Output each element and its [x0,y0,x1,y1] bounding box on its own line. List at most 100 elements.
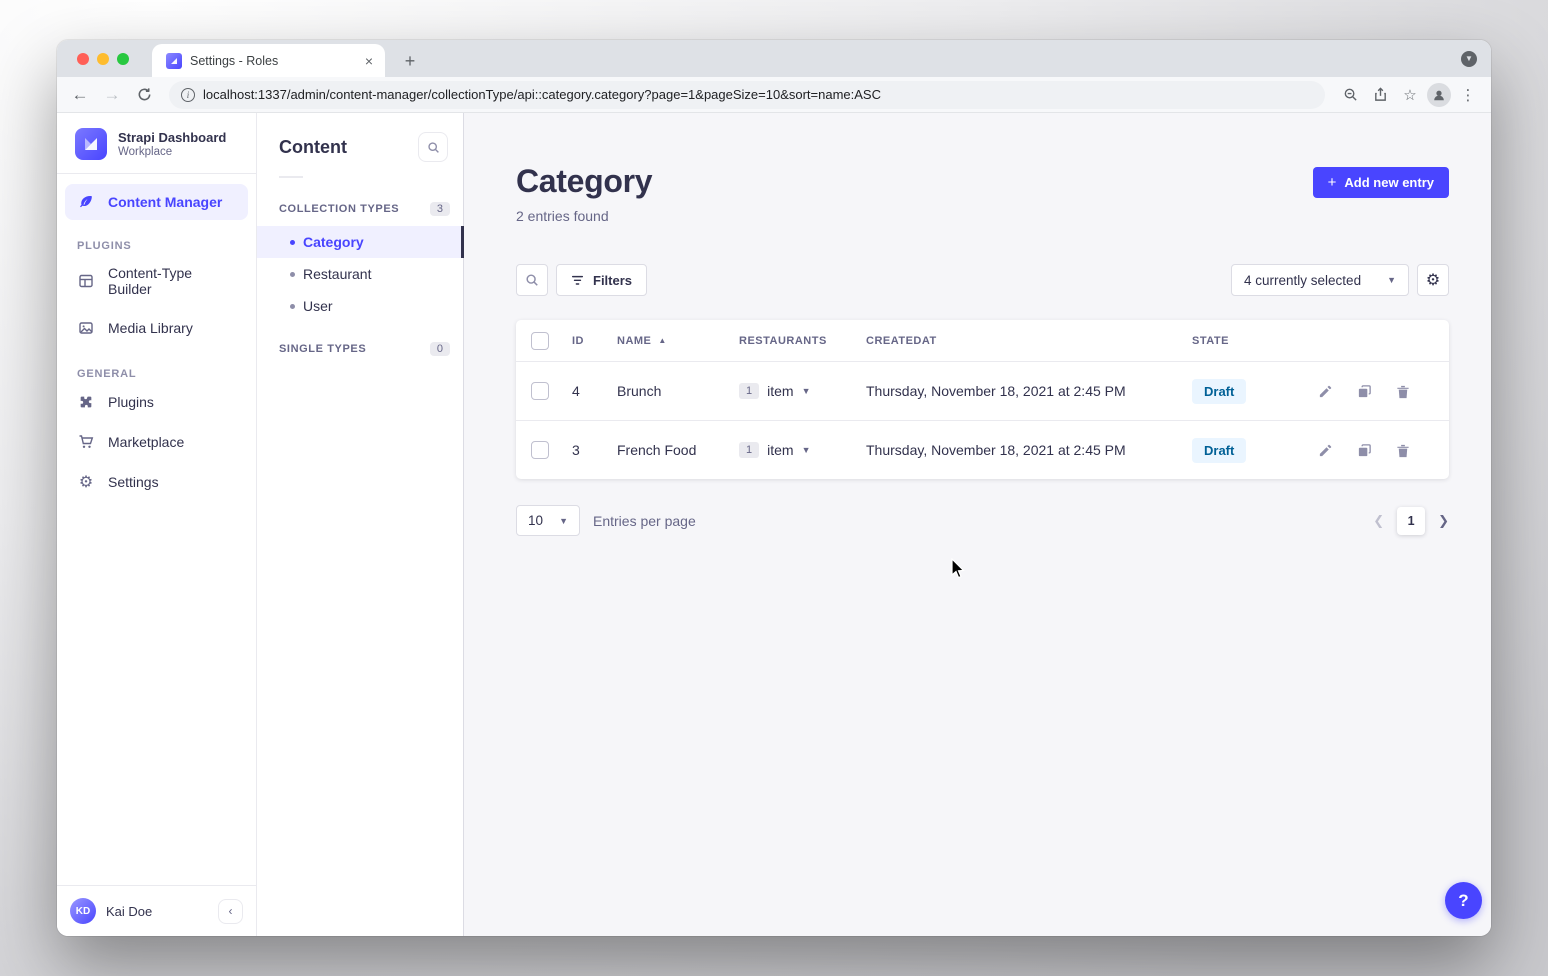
table-row[interactable]: 3 French Food 1 item ▼ Thursday, Novembe… [516,420,1449,479]
close-window-button[interactable] [77,53,89,65]
browser-tab[interactable]: Settings - Roles × [152,44,385,77]
row-checkbox[interactable] [531,441,549,459]
tab-strip: Settings - Roles × + ▼ [57,40,1491,77]
sidebar-item-settings[interactable]: ⚙ Settings [57,462,256,502]
duplicate-button[interactable] [1356,383,1372,399]
table-actions-row: Filters 4 currently selected ▼ ⚙ [516,264,1449,296]
filters-label: Filters [593,272,633,288]
divider [279,176,303,178]
table-row[interactable]: 4 Brunch 1 item ▼ Thursday, November 18,… [516,361,1449,420]
subnav-item-restaurant[interactable]: Restaurant [257,258,463,290]
caret-down-icon: ▼ [1465,54,1473,63]
forward-button[interactable]: → [103,84,121,104]
duplicate-icon [1358,443,1371,456]
sidebar-item-marketplace[interactable]: Marketplace [57,422,256,462]
subnav-header: Content [257,132,463,162]
subnav-item-category[interactable]: Category [257,226,464,258]
sidebar-section-plugins: PLUGINS [77,240,132,252]
sidebar-item-label: Plugins [108,394,154,410]
collection-types-group: COLLECTION TYPES 3 [257,192,463,226]
page-title: Category [516,163,653,199]
toolbar-actions: ☆ ⋮ [1337,82,1481,108]
reload-button[interactable] [131,82,157,108]
user-avatar[interactable]: KD [70,898,96,924]
subnav-item-user[interactable]: User [257,290,463,322]
column-header-restaurants[interactable]: RESTAURANTS [739,334,827,347]
column-header-name-label: NAME [617,334,652,347]
tab-search-button[interactable]: ▼ [1461,51,1477,67]
subnav-search-button[interactable] [418,132,448,162]
table-header-row: ID NAME ▲ RESTAURANTS CREATEDAT STATE [516,320,1449,361]
maximize-window-button[interactable] [117,53,129,65]
fields-selected-dropdown[interactable]: 4 currently selected ▼ [1231,264,1409,296]
next-page-button[interactable]: ❯ [1438,512,1449,528]
gear-icon: ⚙ [1425,272,1441,289]
brand-title: Strapi Dashboard [118,129,227,145]
zoom-out-icon[interactable] [1337,82,1363,108]
previous-page-button[interactable]: ❮ [1373,512,1385,528]
subnav-item-label: Restaurant [303,266,372,282]
new-tab-button[interactable]: + [404,50,416,71]
caret-down-icon: ▼ [801,445,811,455]
table-settings-button[interactable]: ⚙ [1417,264,1449,296]
column-header-createdat[interactable]: CREATEDAT [866,334,937,347]
cell-restaurants[interactable]: 1 item ▼ [739,383,866,399]
cell-restaurants[interactable]: 1 item ▼ [739,442,866,458]
state-badge: Draft [1192,437,1247,463]
pagination-row: 10 ▼ Entries per page ❮ 1 ❯ [516,505,1449,536]
browser-profile-button[interactable] [1427,82,1451,107]
browser-toolbar: ← → i localhost:1337/admin/content-manag… [57,77,1491,113]
puzzle-icon [77,393,95,411]
relation-count-badge: 1 [739,442,760,458]
strapi-favicon-icon [166,52,182,69]
page-number[interactable]: 1 [1397,506,1426,535]
page-size-value: 10 [528,513,544,528]
back-button[interactable]: ← [71,84,89,104]
sidebar-item-content-type-builder[interactable]: Content-Type Builder [57,254,256,308]
brand[interactable]: Strapi Dashboard Workplace [57,113,256,173]
entries-per-page-label: Entries per page [593,512,696,529]
tab-close-icon[interactable]: × [364,52,373,69]
page-size-dropdown[interactable]: 10 ▼ [516,505,580,536]
bullet-icon [290,272,295,277]
sidebar-item-media-library[interactable]: Media Library [57,308,256,348]
entries-table: ID NAME ▲ RESTAURANTS CREATEDAT STATE 4 … [516,320,1449,479]
column-header-name[interactable]: NAME ▲ [617,335,739,347]
main-sidebar: Strapi Dashboard Workplace Content Manag… [57,113,257,936]
search-button[interactable] [516,264,548,296]
edit-button[interactable] [1317,442,1333,458]
subnav-item-label: Category [303,234,364,250]
sidebar-item-plugins[interactable]: Plugins [57,382,256,422]
pager: ❮ 1 ❯ [1373,506,1449,535]
filters-button[interactable]: Filters [556,264,648,296]
column-header-state[interactable]: STATE [1192,334,1229,347]
main-content: Category 2 entries found + Add new entry… [464,113,1491,936]
sidebar-item-label: Marketplace [108,434,185,450]
relation-label: item [767,442,794,458]
site-info-icon[interactable]: i [181,87,195,102]
layout-grid-icon [77,272,95,290]
group-label: SINGLE TYPES [279,343,367,355]
sidebar-item-content-manager[interactable]: Content Manager [65,184,248,220]
strapi-logo-icon [75,128,107,160]
add-new-entry-button[interactable]: + Add new entry [1312,167,1449,198]
bookmark-star-icon[interactable]: ☆ [1403,86,1417,104]
collapse-sidebar-button[interactable]: ‹ [218,898,243,924]
traffic-lights [77,53,129,65]
help-button[interactable]: ? [1445,882,1482,919]
delete-button[interactable] [1395,442,1411,458]
row-checkbox[interactable] [531,382,549,400]
sidebar-item-label: Media Library [108,320,193,336]
delete-button[interactable] [1395,383,1411,399]
fields-selected-label: 4 currently selected [1244,272,1362,288]
url-bar[interactable]: i localhost:1337/admin/content-manager/c… [169,80,1325,109]
edit-button[interactable] [1317,383,1333,399]
share-icon[interactable] [1367,82,1393,108]
column-header-id[interactable]: ID [572,334,584,347]
duplicate-button[interactable] [1356,442,1372,458]
minimize-window-button[interactable] [97,53,109,65]
row-actions [1314,383,1449,399]
user-name: Kai Doe [106,903,153,919]
select-all-checkbox[interactable] [531,331,549,350]
browser-menu-icon[interactable]: ⋮ [1460,86,1476,104]
